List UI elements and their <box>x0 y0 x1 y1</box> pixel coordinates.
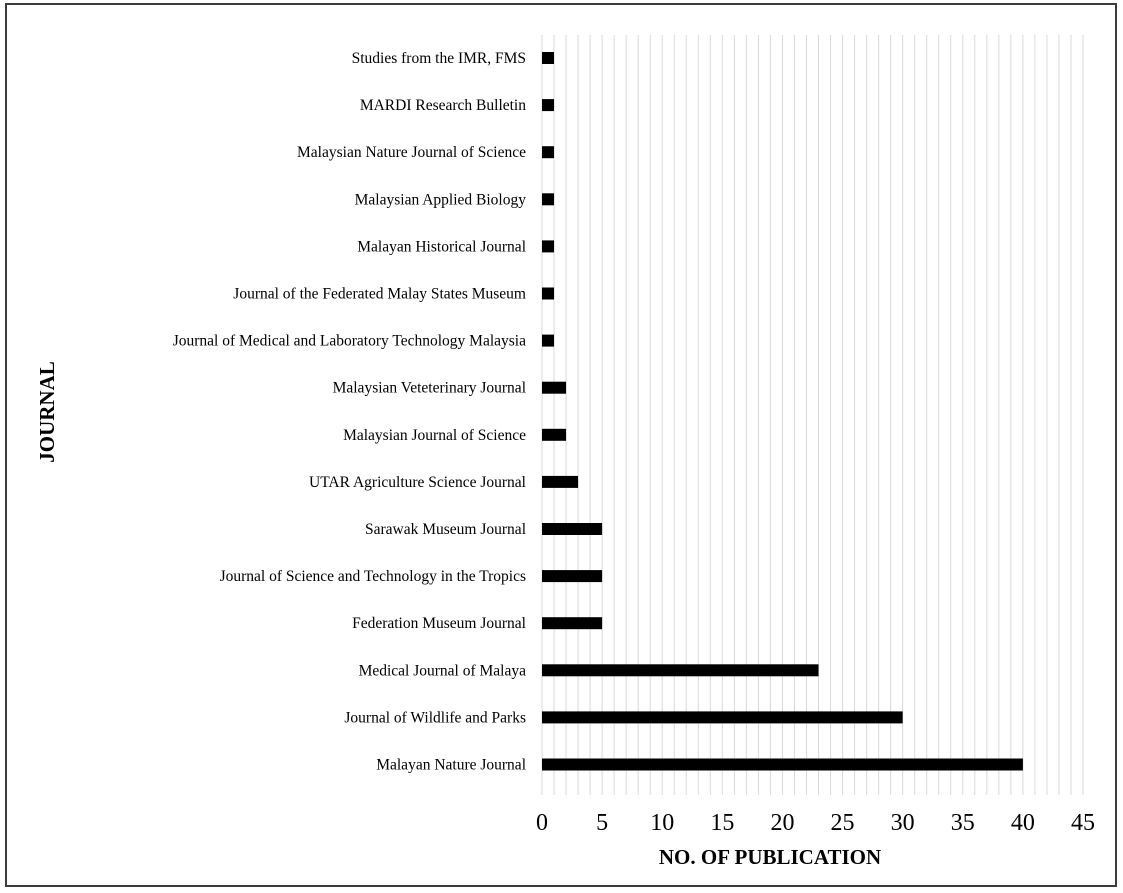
bar <box>542 475 579 488</box>
x-tick-labels: 0 5 10 15 20 25 30 35 40 45 <box>536 810 1095 836</box>
x-tick-label: 10 <box>650 810 674 836</box>
x-axis-title: NO. OF PUBLICATION <box>659 845 881 869</box>
category-label: Malaysian Nature Journal of Science <box>297 144 526 161</box>
category-label: Journal of Wildlife and Parks <box>344 709 526 726</box>
category-label: Journal of the Federated Malay States Mu… <box>233 286 526 303</box>
category-label: Studies from the IMR, FMS <box>352 50 526 67</box>
category-label: Malayan Historical Journal <box>357 238 526 255</box>
category-label: Malaysian Applied Biology <box>355 191 527 208</box>
x-tick-label: 35 <box>951 810 975 836</box>
bar <box>542 334 555 347</box>
category-label: Sarawak Museum Journal <box>365 521 526 538</box>
x-tick-label: 20 <box>770 810 794 836</box>
bar <box>542 193 555 206</box>
bar <box>542 52 555 64</box>
bar <box>542 146 555 159</box>
bar <box>542 99 555 112</box>
x-tick-label: 30 <box>891 810 915 836</box>
category-label: MARDI Research Bulletin <box>360 97 526 114</box>
bar <box>542 240 555 253</box>
bar <box>542 381 567 394</box>
bar <box>542 758 1023 771</box>
category-label: Journal of Science and Technology in the… <box>220 568 526 585</box>
category-label: Journal of Medical and Laboratory Techno… <box>173 333 526 350</box>
category-label: Federation Museum Journal <box>352 615 526 632</box>
bars <box>542 52 1023 771</box>
x-tick-label: 15 <box>710 810 734 836</box>
category-label: Malaysian Veteterinary Journal <box>333 380 526 397</box>
bar <box>542 617 603 630</box>
category-label: Medical Journal of Malaya <box>359 662 527 679</box>
gridlines <box>541 35 1084 795</box>
category-label: UTAR Agriculture Science Journal <box>309 474 526 491</box>
x-tick-label: 25 <box>831 810 855 836</box>
category-labels: Studies from the IMR, FMS MARDI Research … <box>173 50 527 774</box>
x-tick-label: 40 <box>1011 810 1035 836</box>
bar <box>542 523 603 535</box>
chart-frame <box>5 3 1117 887</box>
x-tick-label: 5 <box>596 810 608 836</box>
x-tick-label: 0 <box>536 810 548 836</box>
bar <box>542 428 567 441</box>
x-tick-label: 45 <box>1071 810 1095 836</box>
y-axis-title: JOURNAL <box>35 361 59 463</box>
bar <box>542 287 555 300</box>
bar <box>542 711 903 724</box>
bar <box>542 664 819 677</box>
bar <box>542 570 603 583</box>
category-label: Malaysian Journal of Science <box>343 427 526 444</box>
category-label: Malayan Nature Journal <box>376 757 526 774</box>
